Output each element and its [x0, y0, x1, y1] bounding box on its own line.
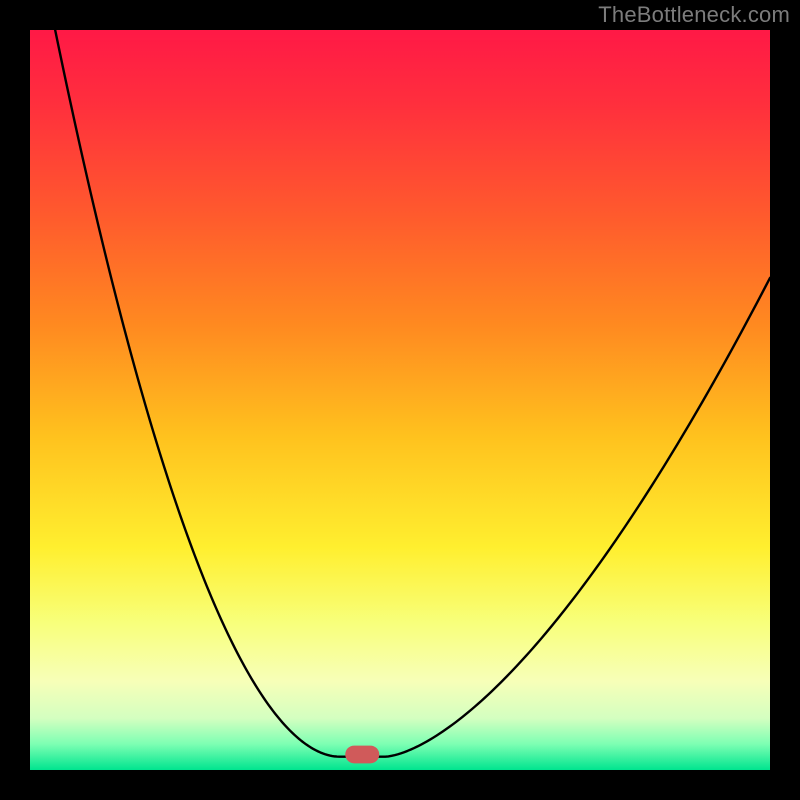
watermark-text: TheBottleneck.com	[598, 2, 790, 28]
bottleneck-chart	[0, 0, 800, 800]
chart-canvas: TheBottleneck.com	[0, 0, 800, 800]
optimal-marker	[345, 746, 379, 764]
plot-background	[30, 30, 770, 770]
